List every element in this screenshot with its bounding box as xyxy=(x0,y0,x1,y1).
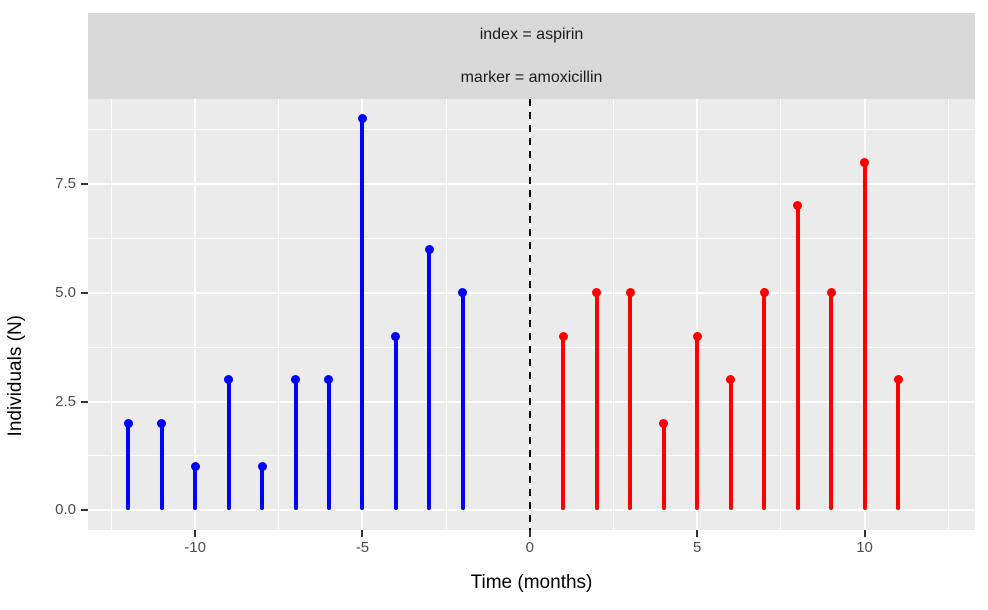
facet-label-index: index = aspirin xyxy=(479,26,584,43)
stem-point-index xyxy=(224,375,234,385)
stem-point-index xyxy=(458,288,468,298)
y-tick-label: 5.0 xyxy=(55,283,76,301)
stem-index xyxy=(126,423,131,511)
stem-point-index xyxy=(291,375,301,385)
x-axis-title: Time (months) xyxy=(470,572,593,593)
x-tick-label: 0 xyxy=(525,539,534,556)
stem-marker xyxy=(628,292,633,511)
stem-point-marker xyxy=(726,375,736,385)
y-tick-mark xyxy=(81,182,88,185)
stem-index xyxy=(326,379,331,511)
stem-index xyxy=(460,292,465,511)
stem-index xyxy=(293,379,298,511)
stem-index xyxy=(393,336,398,511)
x-major-gridline xyxy=(696,99,699,530)
stem-point-marker xyxy=(759,288,769,298)
x-tick-mark xyxy=(361,530,364,537)
facet-label-marker: marker = amoxicillin xyxy=(460,69,603,86)
x-tick-label: -5 xyxy=(355,539,370,556)
x-minor-gridline xyxy=(947,99,949,530)
x-tick-mark xyxy=(194,530,197,537)
stem-point-index xyxy=(123,418,133,428)
stem-point-marker xyxy=(893,375,903,385)
x-minor-gridline xyxy=(445,99,447,530)
y-major-gridline xyxy=(88,291,975,294)
stem-index xyxy=(360,118,365,511)
x-minor-gridline xyxy=(780,99,782,530)
stem-point-index xyxy=(190,462,200,472)
stem-point-marker xyxy=(860,157,870,167)
stem-point-marker xyxy=(625,288,635,298)
x-minor-gridline xyxy=(613,99,614,530)
stem-marker xyxy=(829,292,834,511)
stem-point-marker xyxy=(793,201,803,211)
x-tick-label: 10 xyxy=(856,539,873,556)
x-tick-label: -10 xyxy=(184,539,206,556)
y-minor-gridline xyxy=(88,346,975,348)
y-tick-mark xyxy=(81,291,88,294)
stem-point-marker xyxy=(659,418,669,428)
y-tick-label: 2.5 xyxy=(55,392,76,410)
stem-marker xyxy=(561,336,566,511)
y-axis-title-text: Individuals (N) xyxy=(5,315,26,437)
y-major-gridline xyxy=(88,182,975,185)
stem-index xyxy=(260,466,265,511)
x-tick-mark xyxy=(863,530,866,537)
stem-index xyxy=(193,466,198,511)
stem-point-index xyxy=(157,418,167,428)
stem-point-marker xyxy=(592,288,602,298)
plot-panel xyxy=(88,99,975,530)
y-minor-gridline xyxy=(88,237,975,239)
x-minor-gridline xyxy=(110,99,112,530)
stem-marker xyxy=(896,379,900,511)
stem-point-index xyxy=(257,462,267,472)
y-minor-gridline xyxy=(88,128,975,130)
stem-marker xyxy=(594,292,599,511)
stem-point-index xyxy=(424,244,434,254)
y-minor-gridline xyxy=(88,455,975,457)
stem-index xyxy=(427,249,432,511)
stem-marker xyxy=(728,379,733,511)
stem-marker xyxy=(695,336,700,511)
x-tick-mark xyxy=(528,530,531,537)
y-tick-label: 0.0 xyxy=(55,501,76,519)
stem-point-marker xyxy=(826,288,836,298)
stem-marker xyxy=(762,292,767,511)
stem-point-index xyxy=(391,331,401,341)
y-major-gridline xyxy=(88,509,975,512)
y-tick-label: 7.5 xyxy=(55,174,76,192)
stem-marker xyxy=(795,205,800,511)
x-tick-label: 5 xyxy=(693,539,702,556)
stem-marker xyxy=(862,162,867,511)
x-tick-mark xyxy=(696,530,699,537)
stem-marker xyxy=(661,423,666,511)
stem-point-index xyxy=(324,375,334,385)
facet-strip: index = aspirin marker = amoxicillin xyxy=(88,13,975,99)
y-major-gridline xyxy=(88,400,975,403)
stem-index xyxy=(226,379,231,511)
stem-point-marker xyxy=(692,331,702,341)
y-tick-mark xyxy=(81,509,88,512)
x-minor-gridline xyxy=(278,99,280,530)
stem-point-marker xyxy=(558,331,568,341)
x-major-gridline xyxy=(194,99,197,530)
y-tick-mark xyxy=(81,400,88,403)
zero-reference-line xyxy=(528,99,531,530)
stem-point-index xyxy=(357,114,367,124)
stem-index xyxy=(159,423,164,511)
